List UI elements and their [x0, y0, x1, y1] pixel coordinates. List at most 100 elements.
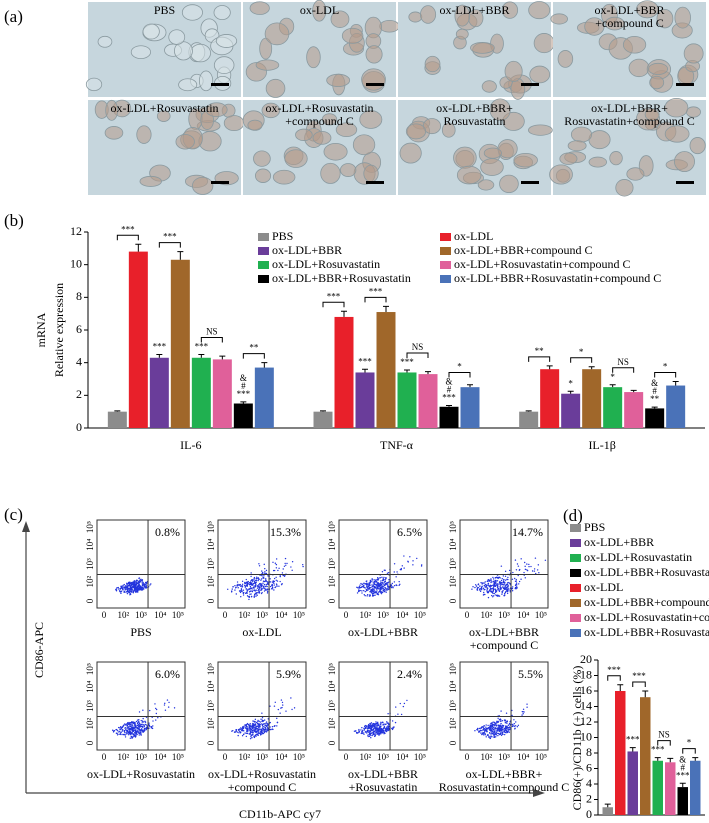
event-dot — [380, 724, 382, 726]
legend-label: ox-LDL — [454, 229, 493, 243]
event-dot — [476, 588, 479, 590]
event-dot — [513, 577, 516, 580]
event-dot — [490, 730, 492, 732]
event-dot — [514, 559, 517, 561]
event-dot — [490, 591, 493, 593]
percent-label: 5.5% — [518, 667, 543, 681]
event-dot — [271, 586, 274, 589]
event-dot — [361, 584, 363, 586]
cell — [213, 56, 235, 75]
x-tick-label: 10³ — [377, 752, 389, 762]
event-dot — [119, 730, 121, 733]
event-dot — [163, 704, 166, 706]
y-tick-label: 18 — [580, 667, 592, 681]
event-dot — [278, 567, 280, 569]
event-dot — [501, 732, 504, 734]
event-dot — [132, 590, 134, 592]
event-dot — [254, 724, 256, 726]
event-dot — [369, 722, 371, 725]
event-dot — [129, 590, 131, 592]
event-dot — [486, 730, 488, 733]
legend-swatch — [440, 275, 451, 283]
event-dot — [155, 719, 157, 721]
event-dot — [261, 720, 263, 723]
bracket-label: *** — [607, 665, 621, 675]
event-dot — [497, 585, 499, 587]
event-dot — [129, 592, 131, 594]
bar — [665, 762, 676, 815]
cell — [359, 110, 383, 129]
cell — [584, 17, 605, 36]
event-dot — [492, 587, 494, 589]
bar — [561, 393, 581, 428]
event-dot — [129, 722, 132, 724]
x-tick-label: 10³ — [498, 610, 510, 620]
event-dot — [378, 734, 380, 736]
event-dot — [375, 591, 377, 593]
event-dot — [489, 732, 491, 735]
event-dot — [393, 726, 395, 728]
event-dot — [375, 585, 378, 587]
y-tick-label: 4 — [586, 776, 592, 790]
event-dot — [127, 726, 129, 728]
event-dot — [526, 706, 528, 708]
event-dot — [269, 721, 271, 724]
event-dot — [257, 579, 259, 582]
event-dot — [119, 727, 121, 729]
event-dot — [129, 594, 131, 596]
event-dot — [254, 734, 257, 736]
event-dot — [381, 721, 384, 724]
plot-frame — [459, 519, 549, 609]
cell — [499, 174, 519, 194]
event-dot — [249, 585, 252, 588]
event-dot — [500, 579, 503, 582]
event-dot — [254, 728, 257, 731]
event-dot — [148, 727, 150, 730]
event-dot — [383, 583, 385, 585]
event-dot — [141, 588, 143, 591]
event-dot — [264, 585, 267, 588]
event-dot — [359, 589, 361, 592]
event-dot — [412, 564, 414, 566]
event-dot — [373, 583, 375, 586]
event-dot — [136, 579, 138, 581]
event-dot — [275, 576, 277, 579]
event-dot — [416, 557, 418, 560]
plot-name: +compound C — [228, 780, 296, 794]
percent-label: 14.7% — [512, 525, 543, 539]
event-dot — [507, 728, 509, 731]
image-label: ox-LDL — [300, 3, 339, 17]
event-dot — [369, 730, 372, 733]
cell — [249, 1, 270, 15]
event-dot — [126, 585, 129, 588]
event-dot — [283, 575, 286, 577]
event-dot — [495, 576, 498, 579]
event-dot — [507, 584, 509, 586]
event-dot — [484, 583, 487, 586]
cell — [441, 122, 456, 138]
percent-label: 2.4% — [397, 667, 422, 681]
event-dot — [513, 725, 516, 727]
event-dot — [274, 724, 276, 727]
event-dot — [140, 725, 143, 727]
cell — [223, 115, 245, 132]
event-dot — [247, 727, 249, 730]
event-dot — [521, 710, 524, 713]
event-dot — [259, 582, 261, 585]
event-dot — [491, 732, 494, 735]
event-dot — [500, 727, 502, 730]
event-dot — [253, 576, 256, 579]
cell — [341, 27, 364, 44]
y-tick-label: 0 — [206, 740, 216, 745]
event-dot — [474, 729, 476, 732]
error-bar — [588, 366, 595, 370]
cell — [501, 1, 519, 19]
event-dot — [380, 721, 382, 723]
cell — [454, 4, 471, 27]
event-dot — [504, 586, 506, 588]
significance-label: & — [651, 378, 658, 388]
event-dot — [236, 581, 239, 583]
cell — [622, 35, 647, 54]
event-dot — [241, 585, 243, 587]
event-dot — [485, 724, 487, 726]
